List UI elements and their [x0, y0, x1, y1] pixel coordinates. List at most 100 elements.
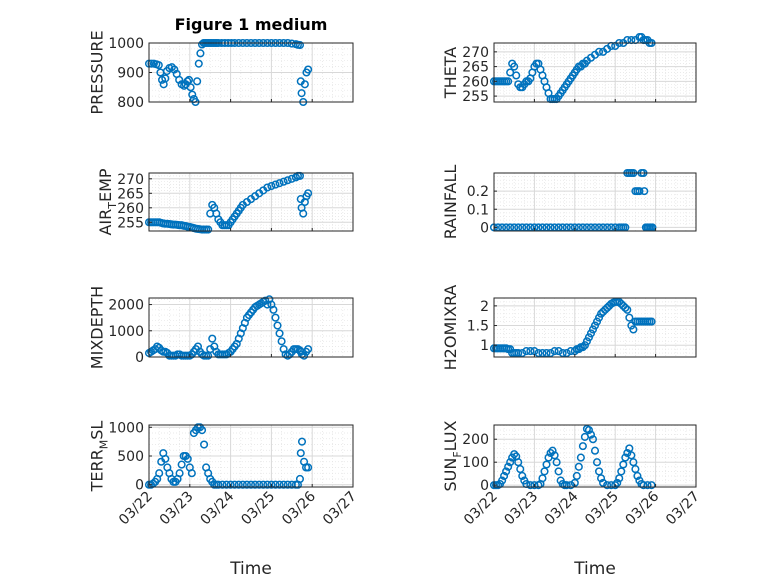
- data-point: [643, 481, 652, 490]
- y-axis-label: H2OMIXRA: [441, 285, 460, 371]
- y-tick-label: 2000: [108, 298, 144, 314]
- data-point: [526, 481, 535, 490]
- data-point: [251, 480, 260, 489]
- data-point: [613, 478, 622, 487]
- data-point: [186, 83, 195, 92]
- data-point: [584, 426, 593, 435]
- data-point: [295, 41, 305, 50]
- y-axis-label: AIRTEMP: [96, 168, 119, 235]
- data-point: [504, 77, 513, 86]
- data-point: [615, 474, 624, 483]
- data-point: [516, 465, 525, 474]
- data-point: [504, 462, 513, 471]
- y-tick-label: 265: [117, 186, 144, 202]
- data-point: [540, 467, 549, 476]
- y-tick-label: 1000: [108, 420, 144, 436]
- data-point: [588, 435, 598, 444]
- data-point: [629, 325, 638, 334]
- data-point: [574, 345, 583, 354]
- data-point: [193, 77, 202, 86]
- data-point: [594, 47, 604, 56]
- x-tick-label: 03/24: [542, 488, 582, 528]
- y-axis-label: SUNFLUX: [441, 420, 464, 491]
- data-point: [242, 480, 251, 489]
- y-tick-label: 2: [480, 299, 489, 315]
- data-point: [510, 62, 519, 71]
- data-point: [226, 480, 235, 489]
- data-point: [279, 480, 288, 489]
- y-tick-label: 260: [117, 201, 144, 217]
- x-tick-label: 03/23: [501, 489, 541, 529]
- y-axis-label: THETA: [441, 47, 460, 99]
- data-point: [208, 334, 217, 343]
- y-tick-label: 260: [462, 74, 489, 90]
- data-point: [633, 471, 642, 481]
- data-point: [586, 430, 596, 439]
- axes-frame: [493, 424, 697, 488]
- data-point: [578, 442, 587, 451]
- x-tick-label: 03/22: [461, 489, 501, 529]
- data-point: [161, 74, 170, 83]
- data-point: [623, 305, 632, 314]
- data-point: [214, 480, 223, 489]
- data-point: [594, 467, 604, 476]
- y-tick-label: 1000: [108, 324, 144, 340]
- data-point: [625, 313, 634, 322]
- data-point: [273, 321, 282, 330]
- data-point: [184, 75, 194, 84]
- data-point: [300, 80, 309, 89]
- data-point: [538, 474, 547, 483]
- data-point: [271, 480, 280, 489]
- axes-frame: [493, 297, 697, 358]
- x-tick-label: 03/26: [279, 488, 319, 528]
- data-point: [259, 480, 268, 489]
- data-point: [597, 474, 606, 483]
- subplot-terr-msl: 0 500 1000 03/22 03/23 03/24 03/25 03/26 03/27 TE…: [88, 420, 360, 528]
- y-tick-label: 0: [480, 220, 489, 236]
- data-point: [304, 463, 313, 472]
- data-point: [512, 71, 521, 80]
- data-point: [526, 347, 535, 356]
- data-point: [267, 480, 276, 489]
- data-point: [576, 453, 585, 462]
- axes-frame: [493, 172, 697, 232]
- y-tick-label: 1.5: [467, 319, 489, 335]
- x-axis-label-right: Time: [573, 559, 616, 579]
- data-point: [267, 182, 276, 191]
- data-point: [147, 59, 156, 68]
- y-tick-label: 900: [117, 66, 144, 82]
- data-point: [562, 481, 571, 490]
- subplot-sun-flux: 0 100 200 03/22 03/23 03/24 03/25 03/26 03/27 SUN…: [441, 420, 703, 528]
- data-point: [631, 465, 640, 474]
- data-point: [222, 480, 231, 489]
- data-point: [271, 180, 280, 189]
- data-point: [304, 345, 313, 354]
- data-point: [592, 317, 602, 326]
- data-point: [578, 343, 587, 352]
- x-tick-label: 03/26: [623, 488, 663, 528]
- y-tick-label: 0: [135, 350, 144, 366]
- data-point: [187, 469, 196, 478]
- data-point: [590, 321, 600, 330]
- x-tick-label: 03/27: [663, 489, 703, 529]
- y-axis-label: RAINFALL: [441, 165, 460, 240]
- data-point: [177, 460, 186, 469]
- data-point: [558, 349, 567, 358]
- data-point: [603, 481, 612, 490]
- data-point: [566, 481, 575, 490]
- data-point: [550, 451, 559, 460]
- data-point: [629, 458, 638, 467]
- x-tick-label: 03/24: [198, 488, 238, 528]
- data-point: [200, 440, 209, 449]
- y-axis-label: MIXDEPTH: [88, 286, 107, 369]
- data-point: [275, 480, 284, 489]
- data-point: [500, 471, 509, 481]
- subplot-h2omixra: 1 1.5 2 H2OMIXRA: [441, 285, 697, 371]
- y-tick-label: 1: [480, 338, 489, 354]
- data-point: [277, 337, 286, 346]
- data-point: [588, 325, 598, 334]
- data-point: [297, 89, 306, 98]
- data-point: [502, 467, 511, 476]
- data-point: [188, 90, 197, 99]
- y-tick-label: 0: [135, 478, 144, 494]
